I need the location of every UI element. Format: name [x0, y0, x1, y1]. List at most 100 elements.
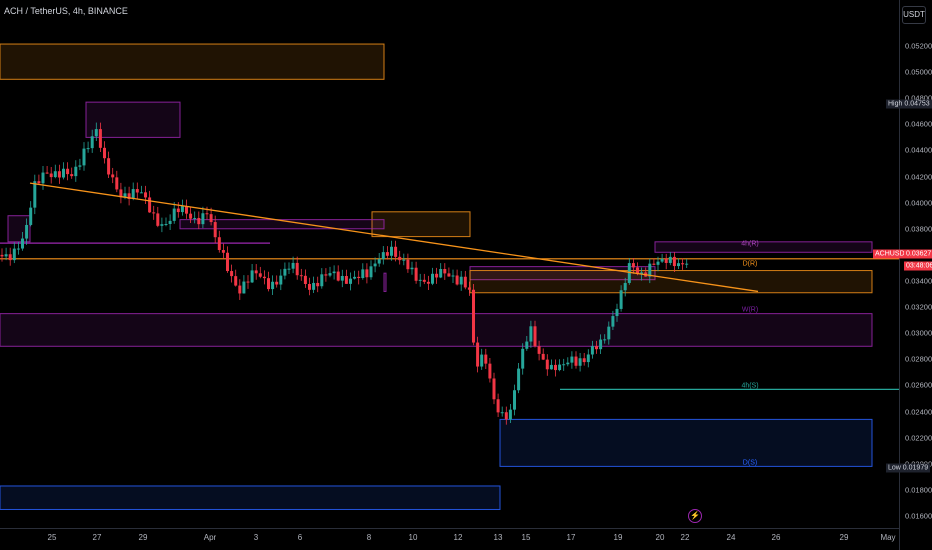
zone-label-w-r: W(R): [741, 306, 759, 314]
candle-body: [82, 148, 86, 166]
candle-body: [16, 248, 20, 250]
candle-body: [180, 206, 184, 213]
candle-body: [226, 252, 229, 272]
candle-body: [377, 259, 381, 264]
price-tick-label: 0.04600: [905, 119, 932, 129]
candle-body: [517, 368, 521, 391]
candle-body: [586, 354, 590, 363]
candle-body: [558, 364, 562, 371]
candle-body: [537, 346, 541, 354]
time-axis-divider: [0, 528, 899, 529]
candle-body: [677, 263, 680, 267]
candle-body: [410, 267, 414, 270]
candle-body: [463, 276, 467, 288]
price-tick-label: 0.01600: [905, 511, 932, 521]
candle-body: [390, 246, 393, 256]
time-tick-label: Apr: [203, 533, 217, 542]
candle-body: [373, 263, 377, 267]
candle-body: [607, 326, 611, 340]
candle-body: [431, 273, 434, 284]
candle-body: [406, 259, 410, 270]
zone-box: [654, 241, 873, 253]
candle-body: [398, 256, 402, 261]
candle-body: [78, 165, 82, 167]
candle-body: [201, 213, 205, 225]
price-tick-label: 0.04800: [905, 93, 932, 103]
candle-body: [205, 213, 209, 215]
lightning-icon[interactable]: ⚡: [688, 509, 702, 523]
candle-body: [324, 274, 328, 276]
candle-body: [164, 223, 168, 225]
low-value: 0.01979: [902, 464, 929, 472]
current-symbol-tag: ACHUSDT: [873, 249, 911, 259]
candle-body: [385, 252, 389, 256]
candle-body: [681, 263, 685, 265]
zone-box: [469, 270, 873, 294]
candle-body: [29, 207, 33, 225]
price-tick-label: 0.03000: [905, 328, 932, 338]
candle-body: [631, 263, 635, 268]
time-tick-label: May: [880, 533, 896, 542]
candle-body: [344, 275, 348, 284]
candle-body: [185, 206, 188, 214]
zone-box: [7, 215, 31, 243]
price-tick-label: 0.02600: [905, 380, 932, 390]
candle-body: [619, 290, 623, 309]
candle-body: [545, 359, 549, 370]
candle-body: [340, 275, 344, 281]
price-tick-label: 0.05200: [905, 41, 932, 51]
candle-body: [74, 166, 78, 177]
candle-body: [271, 281, 275, 290]
price-tick-label: 0.02400: [905, 407, 932, 417]
candle-body: [414, 267, 418, 281]
candle-body: [25, 224, 29, 239]
candle-body: [500, 412, 504, 414]
price-tick-label: 0.05000: [905, 67, 932, 77]
candle-body: [111, 174, 115, 178]
candle-body: [33, 181, 37, 208]
candle-body: [357, 276, 361, 278]
candle-body: [336, 271, 340, 281]
zone-box: [371, 211, 471, 238]
candle-body: [131, 189, 135, 200]
candle-body: [480, 354, 484, 367]
zone-box: [0, 313, 873, 347]
candle-body: [152, 212, 156, 214]
candle-body: [353, 276, 357, 279]
candle-body: [554, 364, 557, 371]
candle-body: [127, 193, 131, 200]
candle-body: [213, 222, 217, 238]
candle-body: [275, 281, 279, 285]
zone-label-4h-s: 4h(S): [741, 382, 759, 390]
candle-body: [168, 220, 172, 224]
candle-body: [533, 326, 537, 347]
candle-body: [230, 271, 234, 277]
candle-body: [627, 263, 631, 283]
candle-body: [45, 172, 49, 174]
candle-body: [451, 275, 455, 277]
time-tick-label: 3: [253, 533, 259, 542]
candle-body: [287, 268, 291, 270]
candle-body: [238, 285, 242, 294]
high-marker: High 0.04753: [886, 99, 932, 109]
candle-body: [193, 217, 197, 219]
candle-body: [381, 252, 385, 260]
candle-body: [258, 273, 262, 277]
candle-body: [525, 341, 529, 349]
candle-body: [672, 256, 676, 267]
candle-body: [49, 173, 53, 178]
candle-body: [574, 356, 578, 366]
candle-body: [98, 129, 102, 148]
candle-body: [422, 279, 426, 282]
time-tick-label: 13: [493, 533, 503, 542]
candle-body: [611, 316, 615, 327]
time-tick-label: 12: [453, 533, 463, 542]
currency-button[interactable]: USDT: [902, 6, 926, 24]
trendline: [29, 182, 759, 293]
candle-body: [316, 282, 320, 287]
price-tick-label: 0.01800: [905, 485, 932, 495]
time-tick-label: 15: [521, 533, 531, 542]
candle-body: [361, 269, 365, 278]
candle-body: [209, 214, 213, 223]
